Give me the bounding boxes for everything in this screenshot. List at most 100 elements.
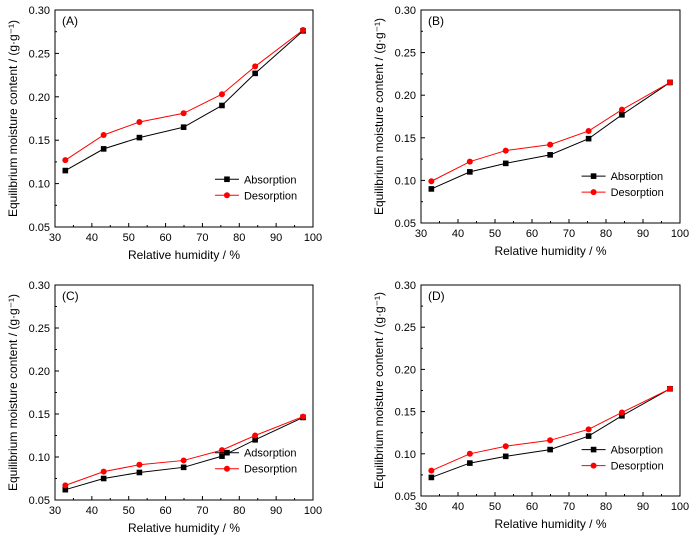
- y-tick-label: 0.15: [395, 407, 416, 419]
- data-point: [466, 450, 473, 457]
- legend-marker: [590, 462, 597, 469]
- x-tick-label: 40: [86, 232, 98, 244]
- x-tick-label: 60: [526, 228, 538, 240]
- x-tick-label: 50: [123, 505, 135, 517]
- legend-label: Desorption: [611, 461, 664, 473]
- y-tick-label: 0.15: [395, 133, 416, 145]
- x-tick-label: 90: [637, 501, 649, 513]
- x-tick-label: 60: [526, 501, 538, 513]
- x-tick-label: 50: [489, 228, 501, 240]
- data-point: [136, 134, 143, 141]
- data-point: [547, 437, 554, 444]
- data-point: [428, 467, 435, 474]
- chart-panel-3: 30 40 50 60 70 80 90 100 0.05 0.10 0.15 0.20 0.25 0.3…: [372, 280, 689, 531]
- x-tick-label: 100: [304, 232, 322, 244]
- legend-marker: [223, 192, 230, 199]
- x-tick-label: 80: [233, 232, 245, 244]
- x-axis-label: Relative humidity / %: [128, 248, 240, 262]
- x-tick-label: 30: [415, 501, 427, 513]
- y-tick-label: 0.10: [395, 449, 416, 461]
- legend-label: Absorption: [611, 445, 664, 457]
- data-point: [300, 26, 307, 33]
- chart-panel-1: 30 40 50 60 70 80 90 100 0.05 0.10 0.15 0.20 0.25 0.3…: [372, 5, 689, 258]
- legend-marker: [590, 446, 597, 453]
- x-axis-label: Relative humidity / %: [494, 244, 606, 258]
- data-point: [252, 437, 258, 443]
- legend-marker: [590, 173, 597, 179]
- data-point: [428, 186, 435, 192]
- y-tick-label: 0.10: [395, 175, 416, 187]
- y-tick-label: 0.05: [395, 218, 416, 230]
- data-point: [585, 433, 592, 439]
- y-axis-label: Equilibrium moisture content / (g·g⁻¹): [372, 18, 386, 215]
- data-point: [618, 106, 625, 113]
- data-point: [300, 413, 307, 420]
- data-point: [136, 469, 143, 476]
- y-tick-label: 0.10: [29, 179, 50, 191]
- legend-marker: [224, 449, 230, 456]
- panel-label: (A): [62, 14, 78, 28]
- data-point: [667, 79, 674, 86]
- data-point: [218, 447, 225, 454]
- y-axis-label: Equilibrium moisture content / (g·g⁻¹): [372, 292, 386, 489]
- data-point: [136, 118, 143, 125]
- x-tick-label: 100: [304, 505, 322, 517]
- y-tick-label: 0.25: [29, 48, 50, 60]
- legend-label: Adsorption: [244, 448, 297, 460]
- y-tick-label: 0.20: [29, 92, 50, 104]
- legend-label: Desorption: [244, 190, 297, 202]
- panel-label: (C): [62, 289, 79, 303]
- chart-panel-0: 30 40 50 60 70 80 90 100 0.05 0.10 0.15 0.20 0.25 0.3…: [6, 5, 322, 262]
- data-point: [62, 482, 69, 489]
- data-point: [502, 147, 509, 154]
- data-point: [619, 111, 625, 118]
- data-point: [62, 486, 69, 493]
- x-tick-label: 70: [563, 501, 575, 513]
- legend-marker: [223, 465, 230, 472]
- data-point: [667, 385, 674, 392]
- legend-label: Desorption: [611, 187, 664, 199]
- x-tick-label: 70: [563, 228, 575, 240]
- y-tick-label: 0.20: [395, 90, 416, 102]
- chart-panel-2: 30 40 50 60 70 80 90 100 0.05 0.10 0.15 0.20 0.25 0.3…: [6, 280, 322, 535]
- data-point: [100, 131, 107, 138]
- legend-label: Desorption: [244, 464, 297, 476]
- x-tick-label: 50: [489, 501, 501, 513]
- y-tick-label: 0.05: [395, 491, 416, 503]
- x-axis-label: Relative humidity / %: [128, 521, 240, 535]
- legend-marker: [224, 176, 230, 183]
- y-tick-label: 0.30: [395, 280, 416, 292]
- data-point: [218, 91, 225, 98]
- data-point: [180, 457, 187, 464]
- x-tick-label: 70: [196, 505, 208, 517]
- data-point: [180, 110, 187, 117]
- legend-marker: [590, 189, 597, 196]
- y-tick-label: 0.05: [29, 222, 50, 234]
- data-point: [100, 146, 107, 152]
- x-tick-label: 60: [159, 505, 171, 517]
- data-point: [62, 157, 69, 164]
- y-tick-label: 0.05: [29, 495, 50, 507]
- x-tick-label: 90: [637, 228, 649, 240]
- data-point: [585, 127, 592, 134]
- x-tick-label: 60: [159, 232, 171, 244]
- series-line-desorption: [431, 388, 671, 472]
- data-point: [467, 460, 473, 466]
- y-tick-label: 0.30: [395, 5, 416, 17]
- data-point: [252, 70, 258, 77]
- data-point: [180, 464, 187, 471]
- y-tick-label: 0.10: [29, 452, 50, 464]
- panel-label: (B): [428, 14, 444, 28]
- x-tick-label: 90: [270, 505, 282, 517]
- y-tick-label: 0.20: [29, 366, 50, 378]
- x-tick-label: 40: [452, 228, 464, 240]
- data-point: [100, 475, 107, 482]
- y-tick-label: 0.25: [29, 323, 50, 335]
- y-tick-label: 0.15: [29, 135, 50, 147]
- y-tick-label: 0.20: [395, 364, 416, 376]
- data-point: [180, 124, 187, 130]
- x-tick-label: 30: [49, 232, 61, 244]
- y-tick-label: 0.30: [29, 5, 50, 17]
- data-point: [136, 461, 143, 468]
